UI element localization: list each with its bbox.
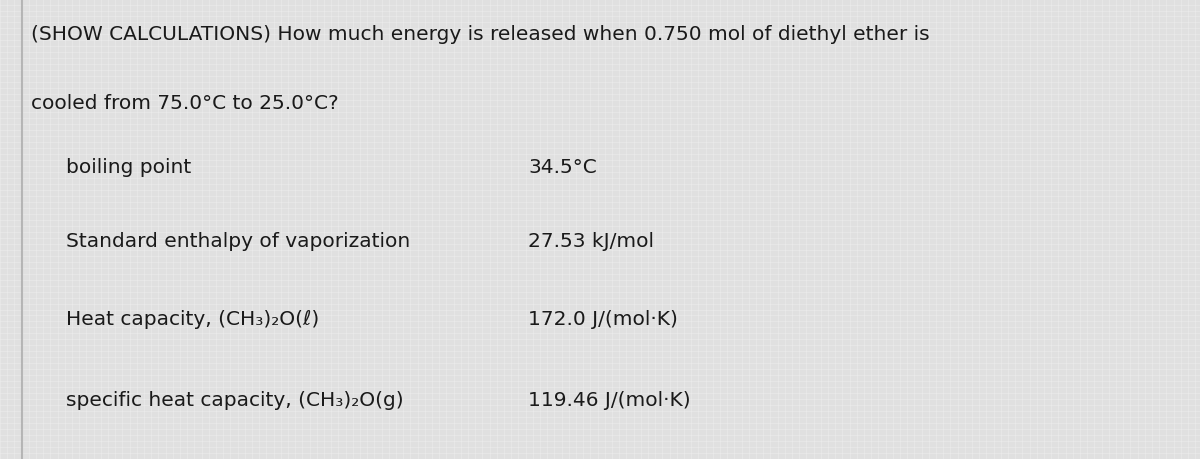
Text: 172.0 J/(mol·K): 172.0 J/(mol·K) [528,309,678,329]
Text: Heat capacity, (CH₃)₂O(ℓ): Heat capacity, (CH₃)₂O(ℓ) [66,309,319,329]
Text: (SHOW CALCULATIONS) How much energy is released when 0.750 mol of diethyl ether : (SHOW CALCULATIONS) How much energy is r… [31,25,930,44]
Text: 34.5°C: 34.5°C [528,158,596,177]
Text: specific heat capacity, (CH₃)₂O(g): specific heat capacity, (CH₃)₂O(g) [66,390,403,409]
Text: boiling point: boiling point [66,158,191,177]
Text: 119.46 J/(mol·K): 119.46 J/(mol·K) [528,390,691,409]
Text: Standard enthalpy of vaporization: Standard enthalpy of vaporization [66,231,410,251]
Text: cooled from 75.0°C to 25.0°C?: cooled from 75.0°C to 25.0°C? [31,94,338,113]
Text: 27.53 kJ/mol: 27.53 kJ/mol [528,231,654,251]
